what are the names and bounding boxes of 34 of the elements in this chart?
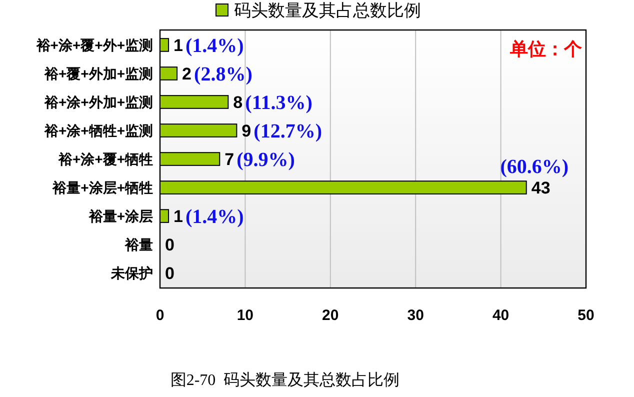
x-tick-label: 0 — [156, 307, 164, 324]
data-label: 2 — [182, 64, 192, 84]
caption: 图2-70 码头数量及其总数占比例 — [170, 371, 400, 389]
annotation: (1.4%) — [186, 35, 244, 58]
data-label: 0 — [165, 236, 174, 255]
data-label: 0 — [165, 264, 174, 284]
legend-label: 码头数量及其占总数比例 — [234, 1, 421, 20]
data-label: 8 — [233, 93, 243, 112]
y-tick-label: 裕+涂+外加+监测 — [43, 94, 153, 110]
y-tick-label: 裕+涂+覆+牺牲 — [57, 151, 153, 168]
x-tick-label: 40 — [492, 307, 510, 324]
y-tick-label: 裕量+涂层+牺牲 — [52, 180, 153, 196]
x-tick-label: 50 — [578, 307, 594, 324]
y-tick-label: 裕量+涂层 — [88, 208, 153, 224]
annotation: (11.3%) — [245, 92, 312, 114]
y-tick-label: 裕量 — [124, 236, 153, 253]
data-label: 7 — [224, 150, 234, 170]
x-tick-label: 10 — [236, 307, 254, 324]
annotation: (9.9%) — [236, 149, 295, 172]
x-tick-label: 20 — [322, 307, 339, 324]
data-label: 43 — [531, 178, 550, 198]
y-tick-label: 裕+涂+覆+外+监测 — [35, 37, 153, 54]
x-tick-label: 30 — [407, 307, 424, 324]
annotation: (1.4%) — [186, 206, 244, 228]
annotation: (2.8%) — [194, 64, 252, 86]
annotation: 单位：个 — [509, 39, 583, 59]
data-label: 1 — [174, 36, 183, 56]
annotation: (60.6%) — [500, 156, 569, 178]
y-tick-label: 未保护 — [110, 265, 153, 282]
data-label: 9 — [242, 122, 252, 141]
annotation: (12.7%) — [254, 120, 322, 143]
data-label: 1 — [174, 207, 183, 226]
y-tick-label: 裕+覆+外加+监测 — [43, 66, 153, 82]
y-tick-label: 裕+涂+牺牲+监测 — [43, 122, 153, 139]
